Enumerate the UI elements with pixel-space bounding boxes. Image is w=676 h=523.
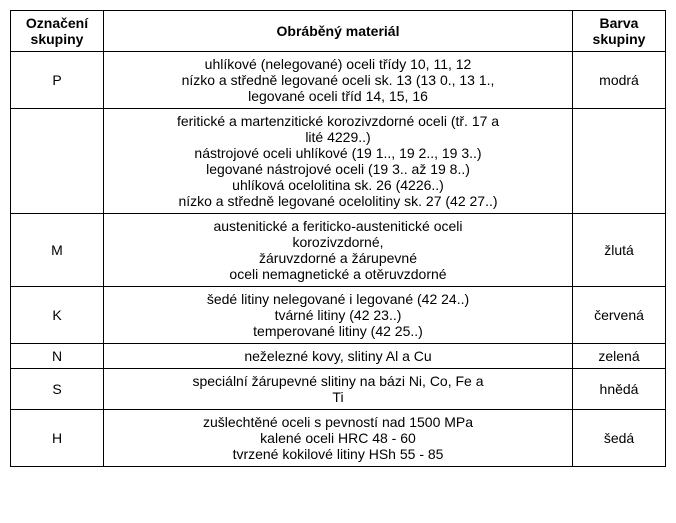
material-cell: neželezné kovy, slitiny Al a Cu bbox=[104, 344, 573, 369]
color-cell: modrá bbox=[573, 52, 666, 109]
table-row: Hzušlechtěné oceli s pevností nad 1500 M… bbox=[11, 410, 666, 467]
table-row: Maustenitické a feriticko-austenitické o… bbox=[11, 214, 666, 287]
group-cell: M bbox=[11, 214, 104, 287]
materials-table: Označení skupiny Obráběný materiál Barva… bbox=[10, 10, 666, 467]
table-row: Sspeciální žárupevné slitiny na bázi Ni,… bbox=[11, 369, 666, 410]
color-cell: červená bbox=[573, 287, 666, 344]
table-row: feritické a martenzitické korozivzdorné … bbox=[11, 109, 666, 214]
material-cell: uhlíkové (nelegované) oceli třídy 10, 11… bbox=[104, 52, 573, 109]
color-cell: zelená bbox=[573, 344, 666, 369]
color-cell: žlutá bbox=[573, 214, 666, 287]
header-material: Obráběný materiál bbox=[104, 11, 573, 52]
material-cell: šedé litiny nelegované i legované (42 24… bbox=[104, 287, 573, 344]
group-cell: P bbox=[11, 52, 104, 109]
color-cell bbox=[573, 109, 666, 214]
table-row: Kšedé litiny nelegované i legované (42 2… bbox=[11, 287, 666, 344]
material-cell: zušlechtěné oceli s pevností nad 1500 MP… bbox=[104, 410, 573, 467]
material-cell: austenitické a feriticko-austenitické oc… bbox=[104, 214, 573, 287]
header-color: Barva skupiny bbox=[573, 11, 666, 52]
group-cell: K bbox=[11, 287, 104, 344]
color-cell: šedá bbox=[573, 410, 666, 467]
group-cell: N bbox=[11, 344, 104, 369]
header-row: Označení skupiny Obráběný materiál Barva… bbox=[11, 11, 666, 52]
group-cell: H bbox=[11, 410, 104, 467]
table-row: Puhlíkové (nelegované) oceli třídy 10, 1… bbox=[11, 52, 666, 109]
material-cell: speciální žárupevné slitiny na bázi Ni, … bbox=[104, 369, 573, 410]
table-body: Puhlíkové (nelegované) oceli třídy 10, 1… bbox=[11, 52, 666, 467]
header-group: Označení skupiny bbox=[11, 11, 104, 52]
group-cell: S bbox=[11, 369, 104, 410]
material-cell: feritické a martenzitické korozivzdorné … bbox=[104, 109, 573, 214]
color-cell: hnědá bbox=[573, 369, 666, 410]
group-cell bbox=[11, 109, 104, 214]
table-row: Nneželezné kovy, slitiny Al a Cuzelená bbox=[11, 344, 666, 369]
